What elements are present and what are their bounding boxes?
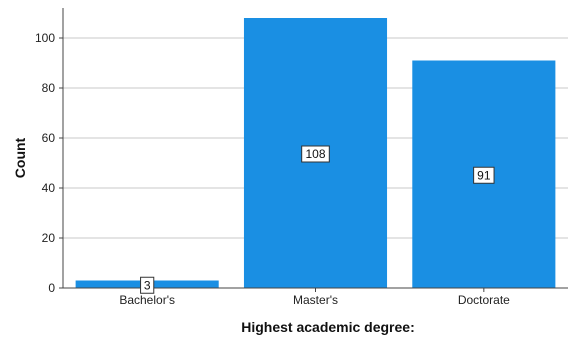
data-label-2: 91: [477, 168, 491, 182]
x-tick-label-0: Bachelor's: [119, 293, 175, 307]
data-label-1: 108: [305, 147, 325, 161]
x-ticks: Bachelor's Master's Doctorate: [119, 288, 510, 307]
y-tick-label-2: 40: [42, 181, 56, 195]
data-labels: 3 108 91: [140, 145, 495, 294]
x-axis-title: Highest academic degree:: [241, 319, 415, 335]
y-tick-label-4: 80: [42, 81, 56, 95]
y-ticks: 0 20 40 60 80 100: [35, 31, 63, 295]
x-tick-label-1: Master's: [293, 293, 338, 307]
bars: [75, 18, 556, 288]
data-label-box-2: [473, 166, 495, 184]
y-tick-label-5: 100: [35, 31, 55, 45]
y-axis-title: Count: [12, 137, 28, 178]
data-label-box-1: [301, 145, 330, 163]
data-label-box-0: [140, 276, 155, 294]
y-tick-label-1: 20: [42, 231, 56, 245]
y-tick-label-3: 60: [42, 131, 56, 145]
y-tick-label-0: 0: [48, 281, 55, 295]
x-tick-label-2: Doctorate: [458, 293, 510, 307]
data-label-0: 3: [144, 278, 151, 292]
